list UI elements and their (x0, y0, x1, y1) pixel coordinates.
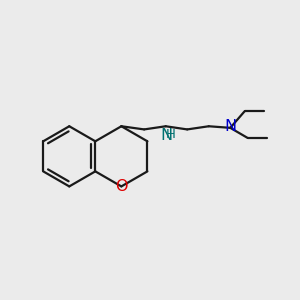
Text: O: O (115, 179, 128, 194)
Text: H: H (166, 128, 176, 141)
Text: N: N (224, 119, 236, 134)
Text: N: N (160, 128, 172, 143)
